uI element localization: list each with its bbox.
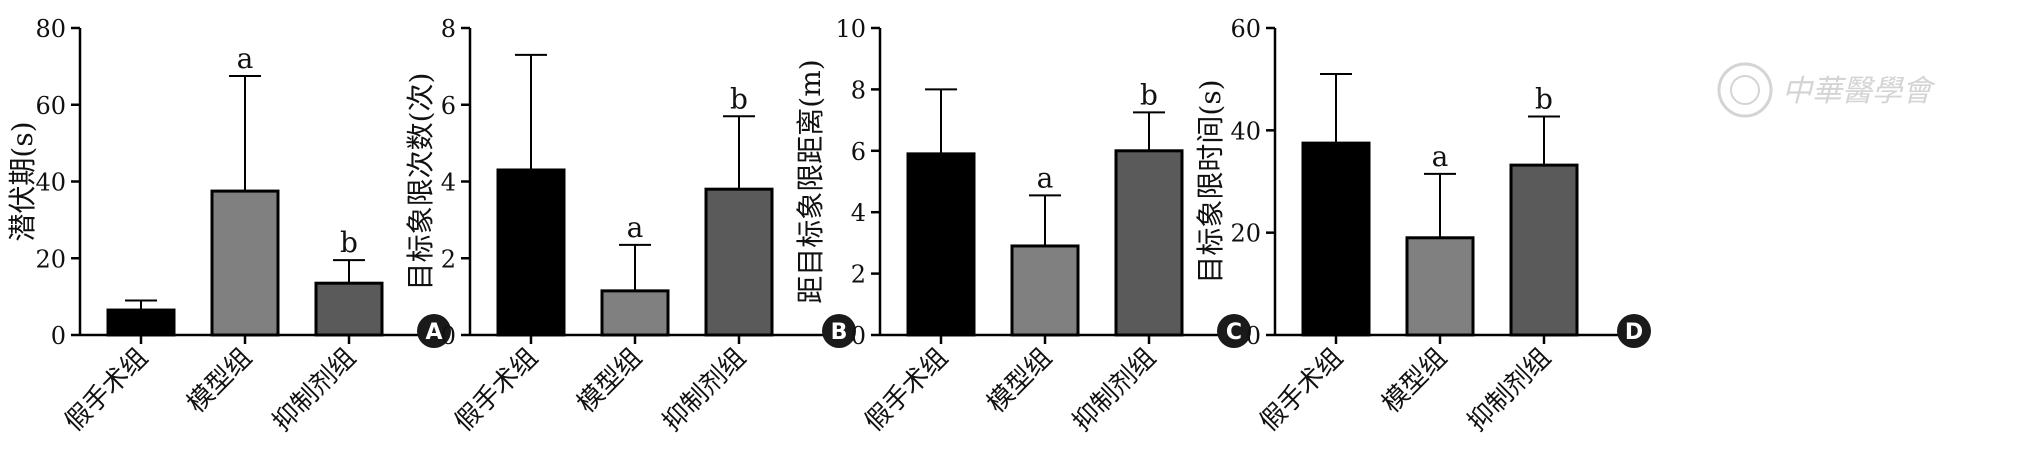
y-tick-label: 4 bbox=[851, 199, 866, 227]
y-tick-label: 8 bbox=[441, 15, 456, 43]
significance-label: a bbox=[627, 211, 644, 244]
panel-badge bbox=[822, 314, 856, 348]
y-axis-title: 目标象限时间(s) bbox=[1194, 79, 1227, 283]
watermark-logo: 中華醫學會 bbox=[1717, 62, 1936, 118]
category-label: 抑制剂组 bbox=[267, 343, 362, 438]
bar bbox=[600, 289, 670, 337]
chart-panel-d: 0 20 40 60 目标象限时间(s) 假手术组 a 模型组 b 抑制剂组 D bbox=[1194, 15, 1651, 437]
significance-label: b bbox=[1140, 78, 1158, 111]
significance-label: b bbox=[1535, 83, 1553, 116]
significance-label: a bbox=[1037, 161, 1054, 194]
y-tick-label: 6 bbox=[851, 138, 866, 166]
y-tick-label: 10 bbox=[835, 15, 866, 43]
bar bbox=[314, 281, 384, 337]
panel-badge-label: B bbox=[831, 320, 848, 345]
bar bbox=[1114, 149, 1184, 337]
y-tick-label: 0 bbox=[441, 322, 456, 350]
y-tick-label: 20 bbox=[1230, 220, 1261, 248]
bar bbox=[704, 187, 774, 337]
category-label: 假手术组 bbox=[1254, 343, 1349, 438]
category-label: 模型组 bbox=[1377, 343, 1453, 419]
category-label: 抑制剂组 bbox=[1067, 343, 1162, 438]
category-label: 假手术组 bbox=[449, 343, 544, 438]
y-tick-label: 0 bbox=[51, 322, 66, 350]
panel-badge-label: C bbox=[1226, 320, 1242, 345]
panel-badge bbox=[417, 314, 451, 348]
y-tick-label: 40 bbox=[35, 169, 66, 197]
bar bbox=[496, 168, 566, 337]
panel-badge-label: D bbox=[1625, 320, 1643, 345]
bar bbox=[906, 152, 976, 337]
y-tick-label: 20 bbox=[35, 245, 66, 273]
y-tick-label: 0 bbox=[851, 322, 866, 350]
bar bbox=[1405, 236, 1475, 337]
watermark-text: 中華醫學會 bbox=[1782, 74, 1936, 109]
y-tick-label: 40 bbox=[1230, 117, 1261, 145]
bar bbox=[1010, 244, 1080, 337]
chart-panel-b: 0 2 4 6 8 目标象限次数(次) 假手术组 a 模型组 b 抑制剂组 B bbox=[404, 15, 856, 437]
category-label: 假手术组 bbox=[859, 343, 954, 438]
category-label: 抑制剂组 bbox=[1462, 343, 1557, 438]
category-label: 模型组 bbox=[572, 343, 648, 419]
y-axis-title: 距目标象限距离(m) bbox=[794, 59, 827, 303]
y-tick-label: 4 bbox=[441, 169, 456, 197]
y-tick-label: 60 bbox=[1230, 15, 1261, 43]
watermark-seal-icon bbox=[1717, 62, 1773, 118]
significance-label: b bbox=[730, 82, 748, 115]
chart-panel-c: 0 2 4 6 8 10 距目标象限距离(m) 假手术组 a 模型组 b 抑制剂组 C bbox=[794, 15, 1251, 437]
significance-label: b bbox=[340, 226, 358, 259]
y-axis-title: 目标象限次数(次) bbox=[404, 73, 437, 291]
significance-label: a bbox=[237, 42, 254, 75]
bar bbox=[1509, 163, 1579, 337]
y-tick-label: 8 bbox=[851, 76, 866, 104]
panel-badge-label: A bbox=[425, 320, 442, 345]
category-label: 抑制剂组 bbox=[657, 343, 752, 438]
bar bbox=[106, 308, 176, 337]
chart-panel-a: 0 20 40 60 80 潜伏期(s) 假手术组 a 模型组 b 抑制剂组 A bbox=[6, 15, 451, 437]
y-tick-label: 60 bbox=[35, 92, 66, 120]
bar bbox=[1301, 141, 1371, 337]
y-tick-label: 6 bbox=[441, 92, 456, 120]
panel-badge bbox=[1617, 314, 1651, 348]
bar bbox=[210, 189, 280, 337]
watermark-seal-inner bbox=[1730, 75, 1760, 105]
y-tick-label: 2 bbox=[441, 245, 456, 273]
category-label: 假手术组 bbox=[59, 343, 154, 438]
category-label: 模型组 bbox=[182, 343, 258, 419]
y-axis-title: 潜伏期(s) bbox=[6, 121, 39, 241]
y-tick-label: 2 bbox=[851, 261, 866, 289]
panel-badge bbox=[1217, 314, 1251, 348]
y-tick-label: 80 bbox=[35, 15, 66, 43]
category-label: 模型组 bbox=[982, 343, 1058, 419]
y-tick-label: 0 bbox=[1246, 322, 1261, 350]
significance-label: a bbox=[1432, 140, 1449, 173]
